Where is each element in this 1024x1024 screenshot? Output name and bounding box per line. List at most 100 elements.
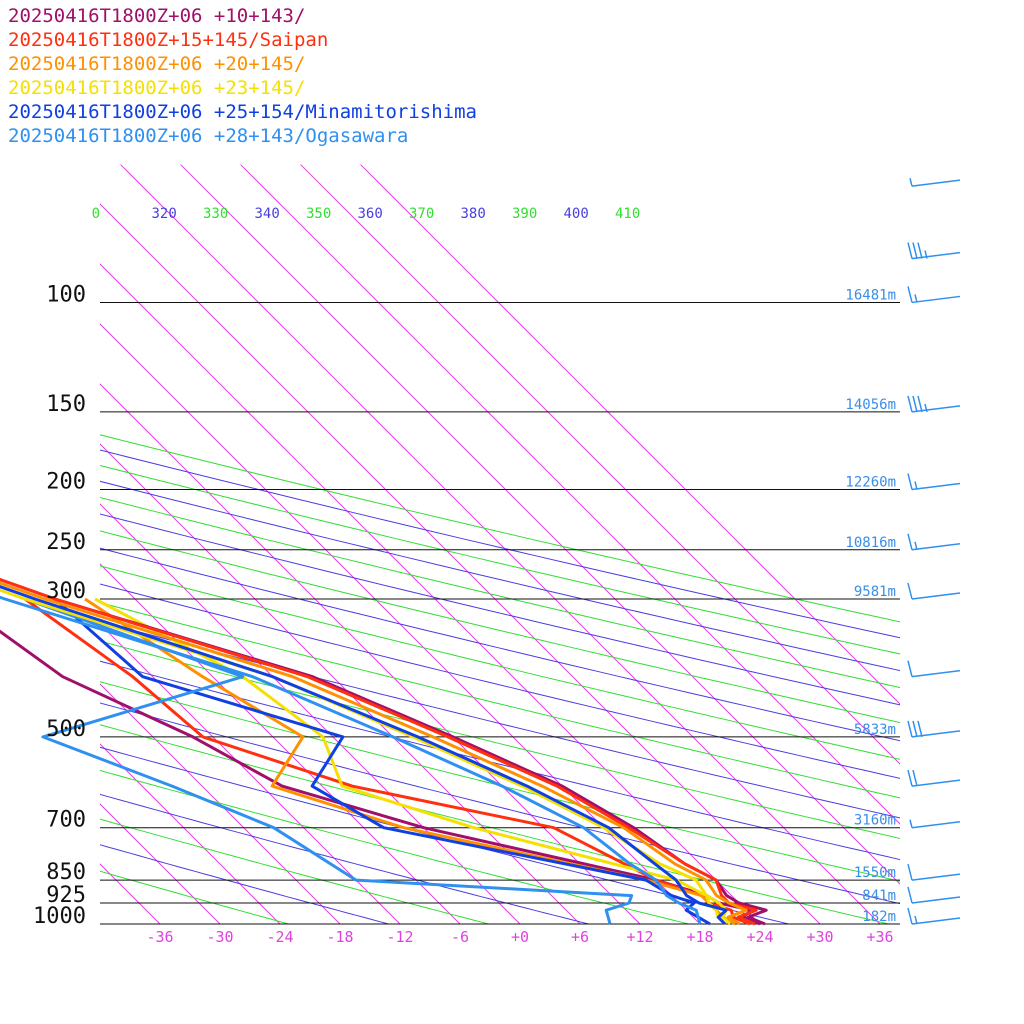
dry-adiabat-line [100,702,900,905]
wind-barb [907,242,961,260]
isotherm-line [100,503,521,924]
dry-adiabat-line [100,449,900,639]
isotherm-line [0,165,40,924]
wind-barb [907,286,961,304]
isotherm-line [100,743,281,924]
wind-barb [907,395,961,413]
temperature-tick-label: +30 [806,928,833,946]
temperature-tick-label: -18 [326,928,353,946]
dry-adiabat-line [100,746,789,924]
dry-adiabat-line [100,621,900,819]
height-label-150: 14056m [845,397,896,413]
theta-label: 340 [255,206,280,222]
theta-label: 400 [564,206,589,222]
axis-labels: 100 16481m 150 14056m 200 12260m 250 10816m 300 9… [33,206,896,946]
temperature-tick-label: -30 [206,928,233,946]
height-label-250: 10816m [845,535,896,551]
temperature-tick-label: -6 [451,928,469,946]
dry-adiabat-line [100,464,900,655]
isotherm-line [100,803,221,924]
legend-entry: 20250416T1800Z+06 +28+143/Ogasawara [8,125,408,147]
wind-barbs [907,177,961,925]
dry-adiabat-line [100,793,589,924]
dry-adiabat-line [100,769,689,924]
wind-barb [907,582,961,600]
height-label-1000: 182m [862,909,896,925]
temperature-tick-label: -36 [146,928,173,946]
height-label-300: 9581m [854,584,896,600]
wind-barb [907,907,961,925]
dewpoint-profile-line [24,597,634,925]
pressure-label-200: 200 [46,470,86,495]
dry-adiabat-line [100,640,900,839]
isotherm-line [240,164,900,825]
pressure-label-850: 850 [46,860,86,885]
dry-adiabat-line [100,870,289,924]
background-grid [0,164,900,924]
dry-adiabat-line [100,724,889,924]
legend-entry: 20250416T1800Z+15+145/Saipan [8,29,328,51]
wind-barb [907,533,961,551]
dry-adiabat-line [100,681,900,882]
wind-barb [907,473,961,491]
legend-entry: 20250416T1800Z+06 +23+145/ [8,77,305,99]
temperature-profile-line [0,577,768,926]
wind-barb [907,769,961,787]
dry-adiabat-line [100,818,489,924]
wind-barb [909,819,961,829]
temperature-tick-label: +0 [511,928,529,946]
temperature-tick-label: +6 [571,928,589,946]
theta-label: 360 [358,206,383,222]
isotherm-line [360,164,900,705]
temperature-tick-label: +12 [626,928,653,946]
isotherm-line [100,623,401,924]
isotherm-line [120,164,881,924]
dry-adiabat-line [100,513,900,706]
pressure-label-700: 700 [46,808,86,833]
isobar-lines [100,301,900,925]
height-label-925: 841m [862,888,896,904]
legend-entry: 20250416T1800Z+06 +20+145/ [8,53,305,75]
dewpoint-profile-line [54,597,711,926]
dry-adiabat-line [100,565,900,760]
pressure-label-150: 150 [46,392,86,417]
dry-adiabat-line [100,480,900,672]
theta-label: 0 [92,206,100,222]
height-label-850: 1550m [854,865,896,881]
theta-label: 380 [461,206,486,222]
isotherm-line [300,164,900,765]
isotherm-line [100,263,761,924]
pressure-label-500: 500 [46,717,86,742]
wind-barb [909,177,961,187]
wind-barb [907,863,961,881]
pressure-label-100: 100 [46,282,86,307]
temperature-tick-label: -24 [266,928,293,946]
temperature-tick-label: +18 [686,928,713,946]
isotherm-line [100,323,701,924]
pressure-label-250: 250 [46,530,86,555]
theta-label: 320 [152,206,177,222]
isotherm-line [180,164,900,885]
dry-adiabat-line [100,602,900,799]
dry-adiabat-line [100,434,900,623]
temperature-tick-label: +36 [866,928,893,946]
theta-label: 350 [306,206,331,222]
pressure-label-1000: 1000 [33,904,86,929]
height-label-700: 3160m [854,813,896,829]
wind-barb [907,720,961,738]
pressure-label-925: 925 [46,883,86,908]
pressure-label-300: 300 [46,579,86,604]
theta-label: 330 [203,206,228,222]
height-label-500: 5833m [854,722,896,738]
theta-label: 370 [409,206,434,222]
isotherm-line [100,683,341,924]
temperature-tick-label: -12 [386,928,413,946]
wind-barb [907,886,961,904]
theta-label: 390 [512,206,537,222]
theta-label: 410 [615,206,640,222]
temperature-profile-line [0,581,748,926]
legend-entry: 20250416T1800Z+06 +10+143/ [8,5,305,27]
legend-entry: 20250416T1800Z+06 +25+154/Minamitorishim… [8,101,477,123]
dry-adiabat-line [100,496,900,689]
